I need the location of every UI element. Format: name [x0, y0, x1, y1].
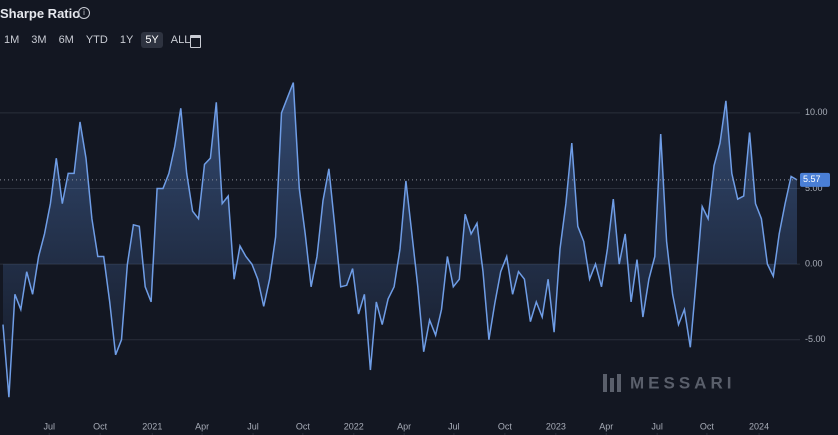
info-icon[interactable]: i	[78, 7, 90, 19]
current-value-label: 5.57	[803, 174, 821, 184]
y-tick-label: 0.00	[805, 258, 823, 268]
x-tick-label: Oct	[93, 421, 108, 431]
x-tick-label: Jul	[43, 421, 55, 431]
x-tick-label: Apr	[397, 421, 411, 431]
range-button[interactable]: 1Y	[119, 34, 134, 46]
y-tick-label: 10.00	[805, 107, 828, 117]
range-button[interactable]: ALL	[170, 34, 191, 46]
range-button[interactable]: 3M	[31, 34, 47, 46]
calendar-icon[interactable]	[190, 35, 201, 48]
x-tick-label: 2023	[546, 421, 566, 431]
x-tick-label: Apr	[599, 421, 613, 431]
x-tick-label: 2024	[749, 421, 769, 431]
y-tick-label: -5.00	[805, 334, 826, 344]
area	[3, 82, 797, 398]
range-button[interactable]: YTD	[85, 34, 108, 46]
range-buttons: 1M 3M 6M YTD 1Y 5Y ALL	[0, 32, 194, 48]
x-tick-label: Oct	[296, 421, 311, 431]
x-tick-label: 2022	[344, 421, 364, 431]
x-tick-label: Apr	[195, 421, 209, 431]
line	[2, 82, 798, 398]
range-button[interactable]: 5Y	[141, 32, 163, 48]
x-tick-label: 2021	[142, 421, 162, 431]
title: Sharpe Ratio	[0, 6, 81, 21]
x-tick-label: Jul	[651, 421, 663, 431]
x-tick-label: Jul	[448, 421, 460, 431]
watermark: MESSARI	[603, 373, 735, 392]
x-tick-label: Jul	[247, 421, 259, 431]
range-button[interactable]: 1M	[4, 34, 20, 46]
x-tick-label: Oct	[498, 421, 513, 431]
y-tick-label: 5.00	[805, 183, 823, 193]
x-tick-label: Oct	[700, 421, 715, 431]
watermark-text: MESSARI	[630, 373, 735, 392]
current-value-box	[800, 172, 830, 187]
range-button[interactable]: 6M	[58, 34, 74, 46]
